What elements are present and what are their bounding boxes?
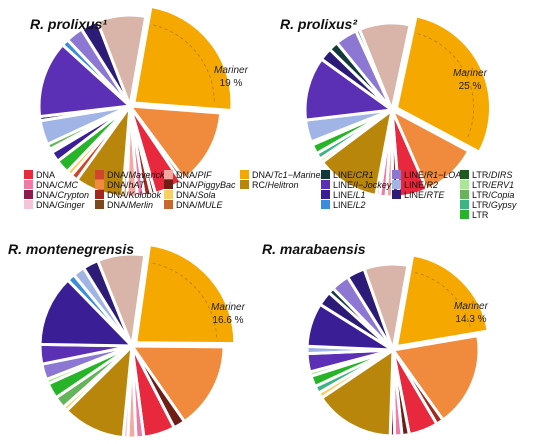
- legend-swatch-dna-tc1: [240, 170, 249, 179]
- pie-slice-dna-hat: [128, 104, 223, 181]
- legend-label-dna-crypton: DNA/Crypton: [36, 190, 89, 200]
- legend-label-dna-pif: DNA/PIF: [176, 170, 212, 180]
- chart-title-prolixus-1: R. prolixus¹: [30, 16, 107, 32]
- legend-label-dna-maverick: DNA/Maverick: [107, 170, 165, 180]
- legend-label-dna-kolobok: DNA/Kolobok: [107, 190, 162, 200]
- legend-label-line-l1: LINE/L1: [333, 190, 366, 200]
- legend-label-dna: DNA: [36, 170, 55, 180]
- legend-swatch-dna-maverick: [95, 170, 104, 179]
- pie-slice-tan: [357, 21, 412, 112]
- legend-label-ltr: LTR: [472, 210, 489, 220]
- legend-swatch-line-l1: [321, 190, 330, 199]
- legend-swatch-dna-merlin: [95, 200, 104, 209]
- legend-label-ltr-erv1: LTR/ERV1: [472, 180, 514, 190]
- legend-label-line-cr1: LINE/CR1: [333, 170, 374, 180]
- legend-swatch-dna-mule: [164, 200, 173, 209]
- callout-value-marabaensis: 14.3 %: [455, 314, 486, 325]
- legend-swatch-dna-cmc: [24, 180, 33, 189]
- callout-label-marabaensis: Mariner: [454, 301, 489, 312]
- pie-slice-tan: [96, 252, 147, 348]
- legend-swatch-line-ijockey: [321, 180, 330, 189]
- pie-slice-dna-tc1: [395, 253, 490, 348]
- pie-chart-montenegrensis: [38, 243, 237, 440]
- legend-label-dna-merlin: DNA/Merlin: [107, 200, 153, 210]
- legend-label-dna-tc1: DNA/Tc1−Mariner: [252, 170, 324, 180]
- legend-swatch-line-cr1: [321, 170, 330, 179]
- legend-label-line-r1loa: LINE/R1−LOA: [404, 170, 461, 180]
- legend-swatch-ltr-copia: [460, 190, 469, 199]
- callout-label-prolixus-1: Mariner: [214, 65, 249, 76]
- pie-slice-dna-tc1: [132, 4, 234, 113]
- legend-swatch-rc-helitron: [240, 180, 249, 189]
- legend-label-ltr-gypsy: LTR/Gypsy: [472, 200, 517, 210]
- legend-swatch-ltr: [460, 210, 469, 219]
- legend-swatch-ltr-erv1: [460, 180, 469, 189]
- callout-label-prolixus-2: Mariner: [453, 68, 488, 79]
- chart-title-prolixus-2: R. prolixus²: [280, 16, 357, 32]
- chart-title-marabaensis: R. marabaensis: [262, 241, 366, 257]
- legend-label-dna-piggybac: DNA/PiggyBac: [176, 180, 236, 190]
- pie-chart-prolixus-1: [37, 4, 234, 199]
- legend-swatch-line-r1loa: [392, 170, 401, 179]
- legend-swatch-dna: [24, 170, 33, 179]
- legend-label-ltr-dirs: LTR/DIRS: [472, 170, 512, 180]
- legend-swatch-dna-crypton: [24, 190, 33, 199]
- legend-label-line-l2: LINE/L2: [333, 200, 366, 210]
- pie-slice-dna-hat: [391, 334, 481, 422]
- pie-chart-prolixus-2: [303, 14, 493, 199]
- pie-slice-dna-tc1: [395, 14, 493, 154]
- legend-swatch-line-l2: [321, 200, 330, 209]
- pie-slice-dna-hat: [130, 344, 226, 424]
- legend-swatch-dna-kolobok: [95, 190, 104, 199]
- callout-label-montenegrensis: Mariner: [211, 302, 246, 313]
- legend-swatch-dna-piggybac: [164, 180, 173, 189]
- pie-slice-rc-helitron: [320, 348, 395, 438]
- callout-value-prolixus-1: 19 %: [220, 78, 243, 89]
- callout-value-prolixus-2: 25 %: [459, 81, 482, 92]
- legend-label-dna-cmc: DNA/CMC: [36, 180, 79, 190]
- legend-swatch-dna-ginger: [24, 200, 33, 209]
- legend-swatch-dna-hat: [95, 180, 104, 189]
- mariner-dashed-arc: [414, 272, 472, 329]
- legend-swatch-line-r2: [392, 180, 401, 189]
- legend-swatch-line-rte: [392, 190, 401, 199]
- legend-swatch-dna-sola: [164, 190, 173, 199]
- pie-slice-dna-tc1: [134, 243, 237, 346]
- legend-swatch-dna-pif: [164, 170, 173, 179]
- legend-label-dna-ginger: DNA/Ginger: [36, 200, 86, 210]
- callout-value-montenegrensis: 16.6 %: [212, 315, 243, 326]
- legend-label-line-rte: LINE/RTE: [404, 190, 445, 200]
- legend-label-rc-helitron: RC/Helitron: [252, 180, 299, 190]
- mariner-dashed-arc: [153, 24, 215, 104]
- pie-slice-tan: [95, 13, 148, 108]
- legend-swatch-ltr-gypsy: [460, 200, 469, 209]
- mariner-dashed-arc: [152, 262, 218, 338]
- mariner-dashed-arc: [417, 33, 474, 140]
- legend-label-ltr-copia: LTR/Copia: [472, 190, 514, 200]
- legend-label-dna-hat: DNA/hAT: [107, 180, 146, 190]
- pie-slice-tan: [362, 262, 410, 352]
- pie-chart-marabaensis: [305, 253, 490, 438]
- legend-swatch-ltr-dirs: [460, 170, 469, 179]
- pie-slice-line-ijockey: [37, 43, 132, 119]
- chart-title-montenegrensis: R. montenegrensis: [8, 241, 134, 257]
- legend-label-dna-mule: DNA/MULE: [176, 200, 224, 210]
- legend-label-line-ijockey: LINE/I−Jockey: [333, 180, 392, 190]
- legend-label-line-r2: LINE/R2: [404, 180, 438, 190]
- legend-label-dna-sola: DNA/Sola: [176, 190, 216, 200]
